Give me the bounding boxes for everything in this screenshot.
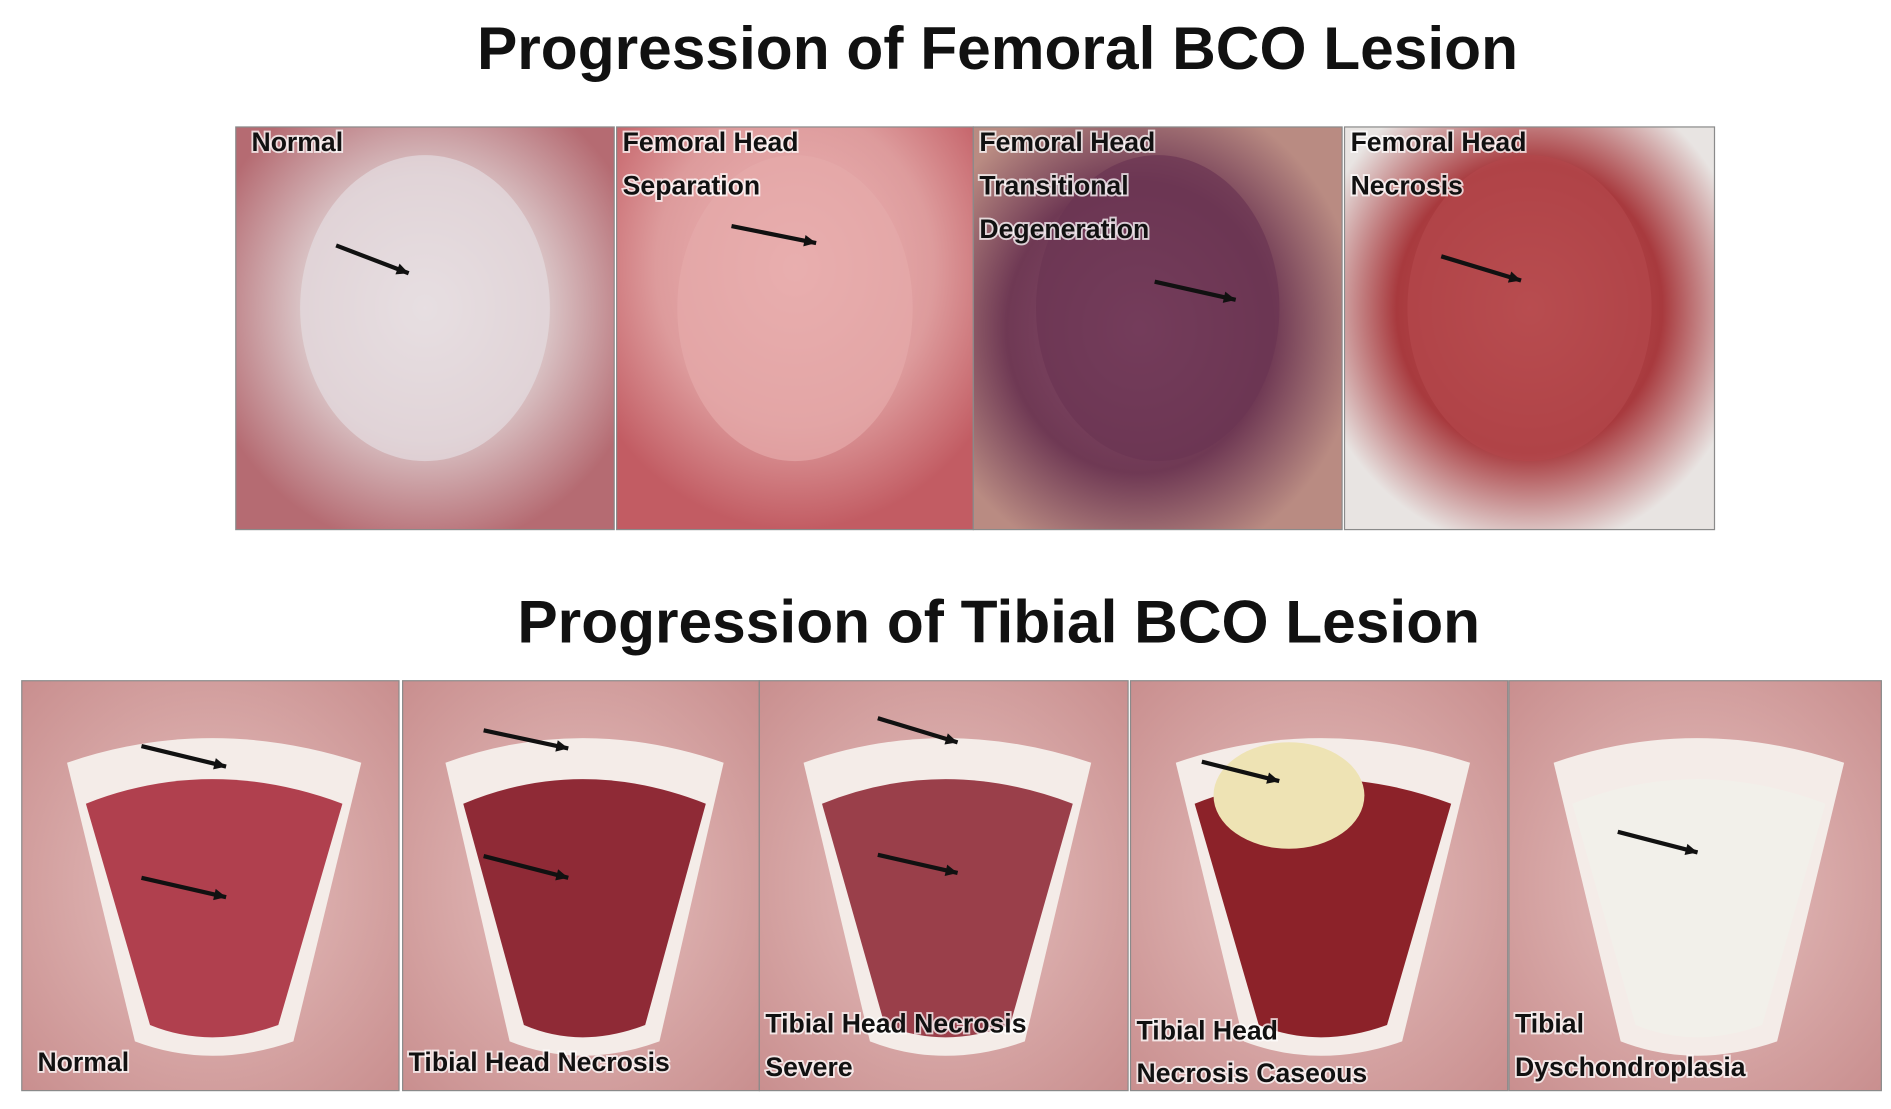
arrow: [877, 716, 959, 745]
bone-head: [300, 155, 550, 462]
arrow: [140, 743, 227, 769]
arrow-head: [555, 740, 569, 752]
figure-title: Progression of Tibial BCO Lesion: [517, 587, 1480, 655]
arrow: [483, 728, 569, 751]
panel-label: Femoral Head: [979, 127, 1155, 157]
panel-label: Tibial Head Necrosis: [409, 1047, 670, 1077]
caseous-mass: [1213, 742, 1365, 849]
bone-head: [677, 155, 913, 462]
arrow: [877, 852, 959, 876]
arrow: [335, 243, 410, 276]
panel-label: Tibial: [1515, 1008, 1584, 1038]
bone-head: [1407, 155, 1652, 462]
arrow-head: [1684, 843, 1698, 856]
arrow: [483, 853, 569, 880]
arrow: [1201, 759, 1280, 784]
arrow-head: [1266, 772, 1280, 784]
arrow-head: [1222, 291, 1236, 303]
panel-label: Necrosis Caseous: [1137, 1058, 1368, 1088]
panel-label: Femoral Head: [623, 127, 799, 157]
lesion: [85, 779, 343, 1038]
panel-label: Separation: [623, 170, 760, 200]
lesion: [463, 779, 706, 1038]
panel-label: Degeneration: [979, 214, 1149, 244]
arrow: [1154, 279, 1237, 302]
panel-label: Tibial Head Necrosis: [765, 1008, 1026, 1038]
arrow: [1440, 254, 1522, 283]
lesion: [1572, 779, 1826, 1038]
arrow: [140, 875, 227, 900]
bone-head: [1036, 155, 1280, 462]
arrow: [1617, 829, 1699, 855]
panel-label: Necrosis: [1351, 170, 1463, 200]
arrow-head: [213, 758, 227, 770]
panel-label: Normal: [251, 127, 343, 157]
panel-label: Severe: [765, 1052, 852, 1082]
arrow: [731, 224, 817, 246]
figure-title: Progression of Femoral BCO Lesion: [477, 14, 1518, 82]
panel-label: Femoral Head: [1351, 127, 1527, 157]
figure-content: Progression of Femoral BCO Lesion Progre…: [21, 14, 1882, 1092]
arrow-head: [395, 263, 409, 275]
arrow-head: [555, 869, 569, 881]
arrow-head: [944, 864, 958, 876]
arrow-head: [1507, 271, 1522, 283]
lesion: [822, 779, 1073, 1038]
arrow-head: [944, 733, 958, 745]
arrow-head: [803, 235, 817, 247]
panel-label: Normal: [37, 1047, 129, 1077]
panel-label: Tibial Head: [1137, 1016, 1278, 1046]
arrow-head: [213, 888, 227, 901]
panel-label: Dyschondroplasia: [1515, 1052, 1746, 1082]
panel-label: Transitional: [979, 170, 1128, 200]
